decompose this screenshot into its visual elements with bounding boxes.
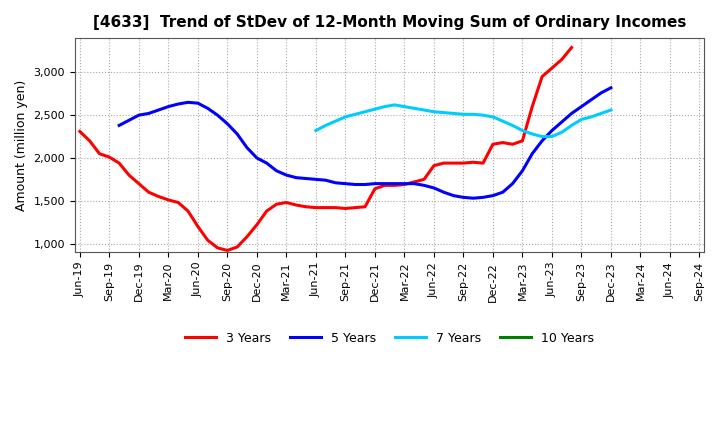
- Line: 5 Years: 5 Years: [120, 88, 611, 198]
- 5 Years: [469, 195, 477, 201]
- 7 Years: [380, 104, 389, 109]
- 7 Years: [410, 106, 418, 111]
- 5 Years: [479, 195, 487, 200]
- 3 Years: [76, 129, 84, 134]
- 7 Years: [587, 114, 595, 120]
- 3 Years: [233, 244, 241, 249]
- 7 Years: [439, 110, 448, 115]
- 7 Years: [361, 109, 369, 114]
- 7 Years: [498, 118, 507, 124]
- 7 Years: [400, 104, 409, 109]
- 3 Years: [410, 179, 418, 184]
- Y-axis label: Amount (million yen): Amount (million yen): [15, 80, 28, 211]
- 7 Years: [538, 134, 546, 139]
- 7 Years: [469, 112, 477, 117]
- 7 Years: [312, 128, 320, 133]
- Legend: 3 Years, 5 Years, 7 Years, 10 Years: 3 Years, 5 Years, 7 Years, 10 Years: [180, 327, 599, 350]
- 7 Years: [548, 134, 557, 139]
- 7 Years: [567, 123, 576, 128]
- 7 Years: [528, 132, 536, 137]
- 5 Years: [597, 90, 606, 95]
- 7 Years: [577, 117, 586, 122]
- 7 Years: [420, 107, 428, 113]
- 7 Years: [341, 114, 350, 120]
- 3 Years: [439, 161, 448, 166]
- 7 Years: [607, 107, 616, 113]
- 3 Years: [223, 248, 232, 253]
- 5 Years: [262, 161, 271, 166]
- 5 Years: [115, 123, 124, 128]
- 3 Years: [557, 57, 566, 62]
- 3 Years: [567, 45, 576, 50]
- 7 Years: [518, 128, 527, 133]
- 7 Years: [371, 106, 379, 112]
- 7 Years: [489, 114, 498, 120]
- 5 Years: [272, 168, 281, 173]
- 5 Years: [439, 190, 448, 195]
- 7 Years: [351, 112, 359, 117]
- 7 Years: [557, 130, 566, 135]
- 7 Years: [331, 118, 340, 124]
- Line: 3 Years: 3 Years: [80, 48, 572, 250]
- 7 Years: [597, 111, 606, 116]
- 3 Years: [243, 234, 251, 239]
- 5 Years: [223, 121, 232, 126]
- 7 Years: [390, 102, 399, 107]
- 3 Years: [184, 209, 192, 214]
- 7 Years: [459, 112, 468, 117]
- 5 Years: [607, 85, 616, 90]
- 7 Years: [508, 123, 517, 128]
- 7 Years: [321, 123, 330, 128]
- Line: 7 Years: 7 Years: [316, 105, 611, 136]
- 7 Years: [430, 109, 438, 114]
- 7 Years: [479, 113, 487, 118]
- Title: [4633]  Trend of StDev of 12-Month Moving Sum of Ordinary Incomes: [4633] Trend of StDev of 12-Month Moving…: [93, 15, 686, 30]
- 7 Years: [449, 111, 458, 116]
